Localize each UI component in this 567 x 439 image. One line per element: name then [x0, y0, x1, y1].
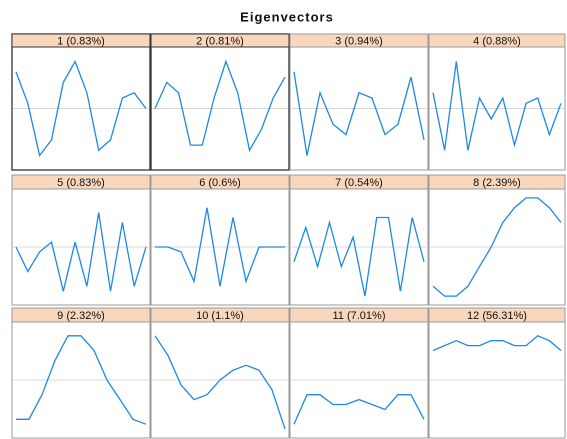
- panel-title: 5 (0.83%): [57, 177, 105, 189]
- panel: [289, 33, 429, 171]
- panel: [150, 307, 290, 439]
- panel-title: 10 (1.1%): [196, 310, 244, 322]
- panel-header: [11, 174, 151, 190]
- panel-title: 2 (0.81%): [196, 35, 244, 47]
- panel: [11, 33, 151, 171]
- panel: [428, 33, 566, 171]
- eigenvector-line: [293, 216, 425, 297]
- panel-header: [150, 307, 290, 323]
- panel-header: [428, 174, 566, 190]
- panel-header: [150, 33, 290, 48]
- panel-title: 8 (2.39%): [473, 177, 521, 189]
- eigenvector-line: [16, 335, 147, 425]
- panel: [289, 307, 429, 439]
- eigenvector-line: [154, 59, 286, 153]
- eigenvector-line: [432, 335, 562, 352]
- panel: [428, 174, 566, 306]
- eigenvector-line: [154, 335, 286, 430]
- panel-title: 11 (7.01%): [333, 310, 386, 322]
- panel: [289, 174, 429, 306]
- panel-header: [11, 33, 151, 48]
- eigenvector-line: [15, 59, 147, 158]
- panel-title: 3 (0.94%): [335, 35, 383, 47]
- panel: [11, 174, 151, 306]
- panel-title: 4 (0.88%): [473, 35, 521, 47]
- panel-title: 9 (2.32%): [57, 310, 105, 322]
- eigenvector-line: [432, 197, 562, 297]
- panel: [150, 33, 290, 171]
- eigenvector-line: [15, 212, 147, 292]
- panel-title: 1 (0.83%): [57, 35, 105, 47]
- panel-header: [150, 174, 290, 190]
- panel-title: 6 (0.6%): [199, 177, 241, 189]
- panel-header: [11, 307, 151, 323]
- panel-header: [289, 174, 429, 190]
- panel-header: [289, 33, 429, 48]
- panel: [11, 307, 151, 439]
- panel-title: 12 (56.31%): [467, 310, 527, 322]
- eigenvector-line: [432, 61, 562, 151]
- panel-header: [428, 307, 566, 323]
- eigenvector-line: [293, 71, 425, 156]
- eigenvector-line: [155, 207, 285, 287]
- panel: [428, 307, 566, 439]
- chart-title: Eigenvectors: [240, 9, 334, 24]
- panel-title: 7 (0.54%): [335, 177, 383, 189]
- panel-header: [289, 307, 429, 323]
- panel-header: [428, 33, 566, 48]
- eigenvector-line: [293, 394, 425, 425]
